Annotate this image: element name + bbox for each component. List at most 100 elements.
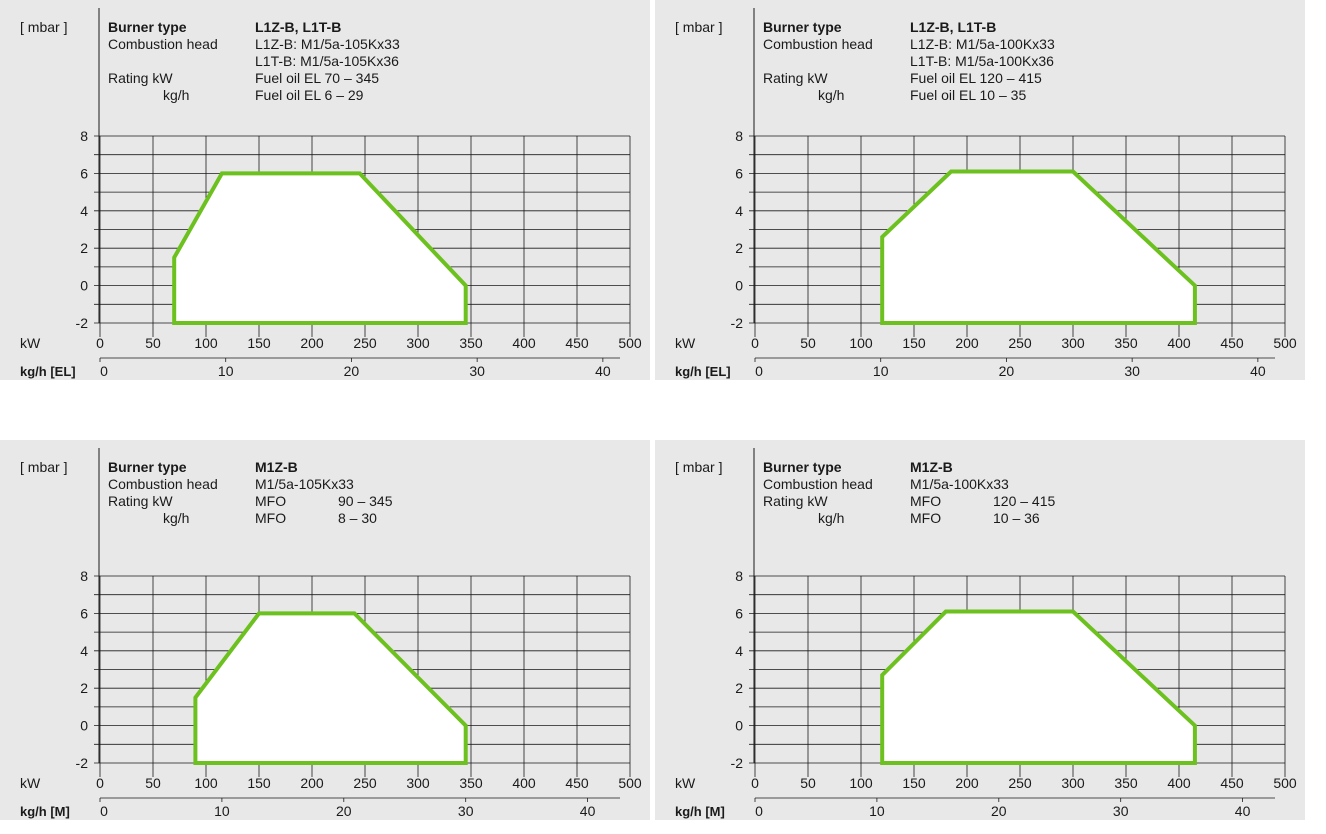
x-axis-label: kW bbox=[675, 335, 696, 351]
info-value: M1/5a-105Kx33 bbox=[255, 476, 354, 492]
info-label: Burner type bbox=[763, 459, 842, 475]
secondary-tick-label: 20 bbox=[344, 363, 360, 379]
y-tick-label: 0 bbox=[735, 718, 743, 734]
x-axis-label: kW bbox=[20, 775, 41, 791]
secondary-tick-label: 0 bbox=[755, 803, 763, 819]
secondary-tick-label: 10 bbox=[873, 363, 889, 379]
y-tick-label: 2 bbox=[735, 680, 743, 696]
secondary-tick-label: 10 bbox=[214, 803, 230, 819]
operating-envelope bbox=[880, 169, 1197, 325]
secondary-axis-label: kg/h [EL] bbox=[20, 364, 76, 379]
info-label: kg/h bbox=[163, 510, 190, 526]
info-label: Burner type bbox=[763, 19, 842, 35]
x-tick-label: 50 bbox=[800, 335, 816, 351]
x-tick-label: 50 bbox=[145, 775, 161, 791]
x-tick-label: 300 bbox=[1061, 335, 1085, 351]
chart-panel: 8 6 4 2 0 -2 0 50 100 150 200 250 300 350 400 450 500 kW 0… bbox=[0, 0, 650, 380]
x-tick-label: 400 bbox=[512, 775, 536, 791]
y-tick-label: 6 bbox=[80, 605, 88, 621]
y-tick-label: -2 bbox=[76, 315, 89, 331]
y-tick-label: 8 bbox=[80, 128, 88, 144]
info-value: L1Z-B: M1/5a-105Kx33 bbox=[255, 36, 400, 52]
x-tick-label: 100 bbox=[194, 775, 218, 791]
y-tick-label: 4 bbox=[80, 643, 88, 659]
y-tick-label: 4 bbox=[80, 203, 88, 219]
info-value: Fuel oil EL 70 – 345 bbox=[255, 70, 380, 86]
info-value: Fuel oil EL 120 – 415 bbox=[910, 70, 1042, 86]
x-tick-label: 0 bbox=[751, 335, 759, 351]
secondary-tick-label: 30 bbox=[469, 363, 485, 379]
x-tick-label: 150 bbox=[247, 775, 271, 791]
x-tick-label: 250 bbox=[353, 335, 377, 351]
x-tick-label: 300 bbox=[1061, 775, 1085, 791]
secondary-tick-label: 20 bbox=[991, 803, 1007, 819]
x-tick-label: 0 bbox=[96, 775, 104, 791]
info-value: MFO bbox=[910, 493, 942, 509]
info-range: 120 – 415 bbox=[993, 493, 1056, 509]
secondary-tick-label: 10 bbox=[218, 363, 234, 379]
info-label: Combustion head bbox=[108, 36, 218, 52]
y-tick-label: 2 bbox=[80, 680, 88, 696]
x-tick-label: 150 bbox=[902, 335, 926, 351]
x-tick-label: 450 bbox=[565, 775, 589, 791]
secondary-tick-label: 20 bbox=[336, 803, 352, 819]
info-value: MFO bbox=[255, 493, 287, 509]
y-tick-label: 0 bbox=[735, 278, 743, 294]
secondary-tick-label: 30 bbox=[1124, 363, 1140, 379]
y-unit-label: [ mbar ] bbox=[20, 459, 68, 475]
x-tick-label: 250 bbox=[1008, 775, 1032, 791]
x-tick-label: 450 bbox=[1220, 335, 1244, 351]
x-tick-label: 400 bbox=[512, 335, 536, 351]
chart-panel: 8 6 4 2 0 -2 0 50 100 150 200 250 300 350 400 450 500 kW 0… bbox=[0, 440, 650, 820]
secondary-tick-label: 20 bbox=[999, 363, 1015, 379]
secondary-tick-label: 10 bbox=[869, 803, 885, 819]
info-value: L1Z-B, L1T-B bbox=[255, 19, 342, 35]
x-tick-label: 300 bbox=[406, 335, 430, 351]
info-label: Rating kW bbox=[763, 70, 828, 86]
secondary-axis-label: kg/h [EL] bbox=[675, 364, 731, 379]
x-tick-label: 500 bbox=[618, 335, 642, 351]
x-tick-label: 350 bbox=[459, 335, 483, 351]
info-label: Combustion head bbox=[763, 476, 873, 492]
x-tick-label: 200 bbox=[300, 335, 324, 351]
x-tick-label: 150 bbox=[247, 335, 271, 351]
y-tick-label: 8 bbox=[735, 568, 743, 584]
secondary-axis-label: kg/h [M] bbox=[20, 804, 70, 819]
info-value: MFO bbox=[910, 510, 942, 526]
secondary-tick-label: 0 bbox=[100, 363, 108, 379]
x-tick-label: 400 bbox=[1167, 775, 1191, 791]
y-tick-label: 6 bbox=[735, 605, 743, 621]
info-range: 8 – 30 bbox=[338, 510, 377, 526]
info-label: Rating kW bbox=[108, 70, 173, 86]
secondary-tick-label: 40 bbox=[595, 363, 611, 379]
info-range: 10 – 36 bbox=[993, 510, 1040, 526]
y-tick-label: 2 bbox=[735, 240, 743, 256]
y-tick-label: -2 bbox=[731, 755, 744, 771]
secondary-axis-label: kg/h [M] bbox=[675, 804, 725, 819]
x-tick-label: 400 bbox=[1167, 335, 1191, 351]
y-unit-label: [ mbar ] bbox=[20, 19, 68, 35]
info-label: Rating kW bbox=[108, 493, 173, 509]
y-tick-label: 8 bbox=[80, 568, 88, 584]
operating-envelope bbox=[880, 609, 1197, 765]
x-tick-label: 300 bbox=[406, 775, 430, 791]
info-range: 90 – 345 bbox=[338, 493, 393, 509]
x-tick-label: 350 bbox=[459, 775, 483, 791]
x-tick-label: 100 bbox=[849, 335, 873, 351]
info-value: Fuel oil EL 10 – 35 bbox=[910, 87, 1027, 103]
y-tick-label: 4 bbox=[735, 203, 743, 219]
info-label: kg/h bbox=[818, 87, 845, 103]
x-tick-label: 250 bbox=[353, 775, 377, 791]
info-label: Rating kW bbox=[763, 493, 828, 509]
y-tick-label: 0 bbox=[80, 278, 88, 294]
info-value: M1Z-B bbox=[255, 459, 298, 475]
secondary-tick-label: 40 bbox=[1250, 363, 1266, 379]
info-value: L1T-B: M1/5a-100Kx36 bbox=[910, 53, 1054, 69]
info-value: Fuel oil EL 6 – 29 bbox=[255, 87, 364, 103]
x-axis-label: kW bbox=[675, 775, 696, 791]
x-tick-label: 450 bbox=[565, 335, 589, 351]
info-label: Burner type bbox=[108, 19, 187, 35]
x-tick-label: 100 bbox=[194, 335, 218, 351]
